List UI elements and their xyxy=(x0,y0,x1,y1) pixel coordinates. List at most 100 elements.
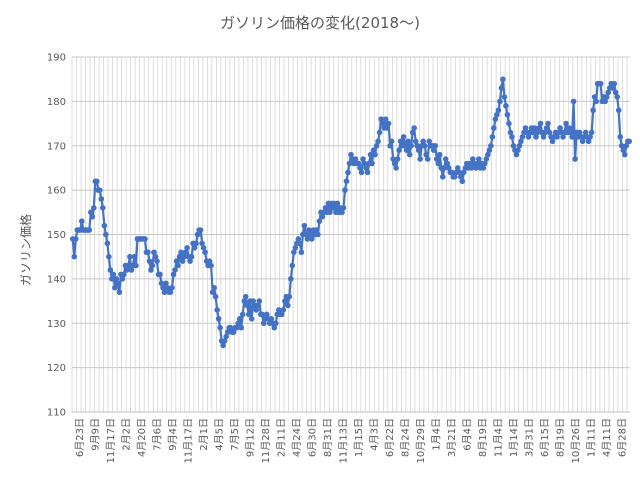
data-point xyxy=(519,134,526,140)
data-point xyxy=(476,156,482,162)
y-tick-label: 170 xyxy=(47,141,66,152)
data-point xyxy=(448,169,455,176)
data-point xyxy=(543,125,550,131)
data-point xyxy=(279,311,285,318)
data-point xyxy=(116,289,123,295)
data-point xyxy=(280,307,287,313)
data-point xyxy=(253,307,260,313)
data-point xyxy=(285,302,291,309)
y-tick-label: 140 xyxy=(47,274,66,285)
data-point xyxy=(451,174,458,180)
data-point xyxy=(458,174,464,180)
data-point xyxy=(361,160,368,167)
x-tick-label: 4月3日 xyxy=(368,418,380,451)
data-point xyxy=(193,240,199,247)
y-tick-label: 180 xyxy=(47,97,66,108)
data-point xyxy=(259,311,266,318)
data-point xyxy=(495,107,502,114)
x-tick-label: 2月11日 xyxy=(275,418,287,457)
data-point xyxy=(572,156,578,162)
data-point xyxy=(244,302,251,309)
data-point xyxy=(223,333,229,340)
data-point xyxy=(566,125,572,131)
y-tick-label: 130 xyxy=(47,319,66,330)
data-point xyxy=(626,138,633,145)
x-tick-label: 8月31日 xyxy=(322,418,334,457)
x-tick-label: 1月4日 xyxy=(430,418,442,451)
data-point xyxy=(406,151,413,158)
data-point xyxy=(119,276,126,282)
data-point xyxy=(623,142,630,149)
data-point xyxy=(86,227,93,233)
x-tick-label: 1月15日 xyxy=(353,418,365,457)
data-point xyxy=(145,249,151,256)
data-point xyxy=(214,307,220,313)
data-point xyxy=(593,98,599,105)
data-point xyxy=(390,156,396,162)
data-point xyxy=(533,134,539,140)
data-point xyxy=(382,116,389,122)
data-point xyxy=(78,218,85,224)
data-point xyxy=(439,174,446,180)
data-point xyxy=(307,231,314,238)
data-point xyxy=(615,107,622,114)
data-point xyxy=(611,80,618,87)
data-point xyxy=(420,138,426,145)
data-point xyxy=(148,267,154,273)
data-point xyxy=(211,284,217,291)
data-point xyxy=(176,253,183,260)
y-tick-label: 150 xyxy=(47,230,66,241)
data-point xyxy=(405,138,411,145)
data-point xyxy=(202,249,208,256)
data-point xyxy=(378,116,384,122)
data-point xyxy=(369,160,375,167)
data-point xyxy=(567,129,574,136)
data-point xyxy=(160,284,166,291)
data-point xyxy=(334,200,341,207)
data-point xyxy=(227,324,234,331)
data-point xyxy=(497,98,503,105)
y-tick-label: 120 xyxy=(47,363,66,374)
data-point xyxy=(470,156,476,162)
data-point xyxy=(494,111,500,118)
data-point xyxy=(154,258,160,264)
data-point xyxy=(121,271,127,278)
data-point xyxy=(560,134,566,140)
data-point xyxy=(510,142,517,149)
data-point xyxy=(587,134,593,140)
data-point xyxy=(157,271,163,278)
data-point xyxy=(221,338,228,344)
data-point xyxy=(303,231,309,238)
data-point xyxy=(534,129,541,136)
data-point xyxy=(248,316,255,322)
data-point xyxy=(106,253,112,260)
data-point xyxy=(396,147,402,153)
data-point xyxy=(101,222,108,229)
x-tick-label: 6月15日 xyxy=(539,418,551,457)
data-point xyxy=(161,289,168,295)
data-point xyxy=(397,138,404,145)
data-point xyxy=(426,138,433,145)
data-point xyxy=(271,324,278,331)
data-point xyxy=(540,134,547,140)
data-point xyxy=(276,307,282,313)
data-point xyxy=(72,236,79,242)
x-tick-label: 11月28日 xyxy=(260,418,272,463)
x-tick-label: 11月4日 xyxy=(492,418,504,457)
data-point xyxy=(375,138,381,145)
x-tick-label: 4月5日 xyxy=(213,418,225,451)
x-tick-label: 6月23日 xyxy=(74,418,86,457)
data-point xyxy=(402,142,408,149)
data-point xyxy=(459,178,466,185)
data-point xyxy=(199,240,205,247)
data-point xyxy=(597,80,604,87)
x-tick-label: 3月21日 xyxy=(446,418,458,457)
data-point xyxy=(364,169,371,176)
data-point xyxy=(582,129,589,136)
data-point xyxy=(115,280,121,287)
data-point xyxy=(536,125,542,131)
data-point xyxy=(164,284,171,291)
data-point xyxy=(71,253,78,260)
data-point xyxy=(360,156,366,162)
data-point xyxy=(617,134,624,140)
